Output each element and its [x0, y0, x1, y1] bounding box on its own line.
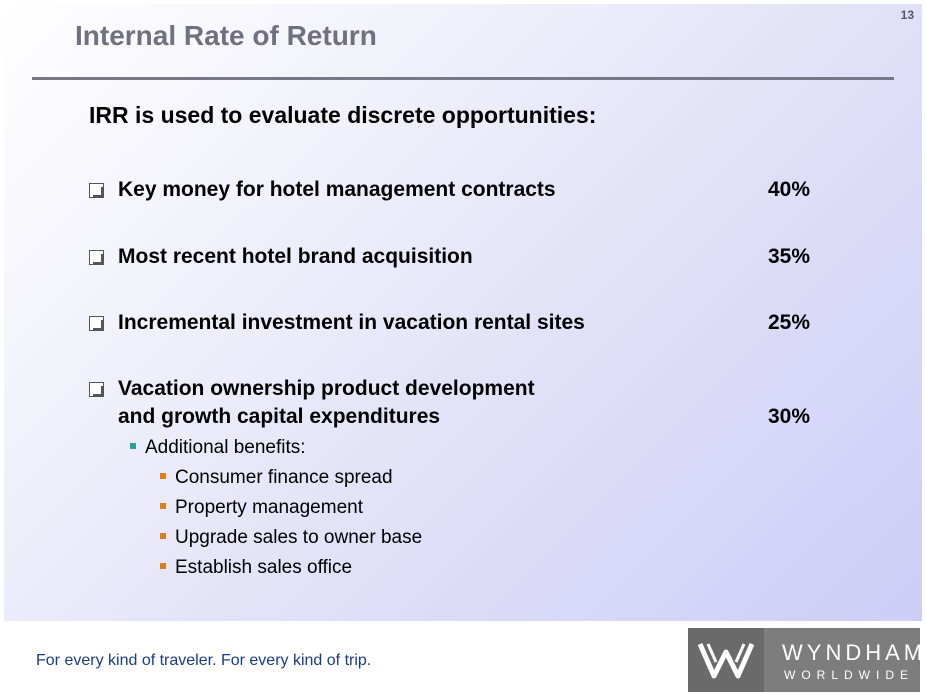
item-irr-value: 40%	[768, 178, 811, 201]
logo-wordmark: WYNDHAM	[782, 640, 926, 665]
benefit-item: Consumer finance spread	[160, 466, 393, 490]
sub-bullet-label: Additional benefits:	[145, 437, 306, 458]
checkbox-bullet-icon	[89, 316, 104, 331]
page-title: Internal Rate of Return	[75, 20, 377, 51]
item-irr-value: 30%	[768, 405, 811, 428]
benefit-label: Consumer finance spread	[175, 467, 393, 488]
sub-bullet: Additional benefits:	[130, 436, 306, 460]
item-label-line1: Vacation ownership product development	[118, 377, 535, 400]
benefit-item: Establish sales office	[160, 556, 352, 580]
title-divider	[32, 77, 894, 80]
benefit-label: Establish sales office	[175, 557, 353, 578]
benefit-label: Upgrade sales to owner base	[175, 527, 423, 548]
checkbox-bullet-icon	[89, 382, 104, 397]
item-label: Incremental investment in vacation renta…	[118, 311, 585, 334]
logo-subtitle: WORLDWIDE	[784, 668, 914, 682]
teal-square-bullet-icon	[130, 443, 136, 449]
page-number: 13	[900, 8, 914, 22]
orange-square-bullet-icon	[160, 503, 166, 509]
item-label: Most recent hotel brand acquisition	[118, 245, 473, 268]
orange-square-bullet-icon	[160, 563, 166, 569]
item-label: Key money for hotel management contracts	[118, 178, 556, 201]
orange-square-bullet-icon	[160, 473, 166, 479]
item-irr-value: 25%	[768, 311, 811, 334]
benefit-item: Property management	[160, 496, 363, 520]
orange-square-bullet-icon	[160, 533, 166, 539]
checkbox-bullet-icon	[89, 250, 104, 265]
wyndham-w-mark-icon	[688, 628, 764, 692]
footer-tagline: For every kind of traveler. For every ki…	[36, 652, 372, 669]
wyndham-logo: WYNDHAM WORLDWIDE	[688, 628, 922, 692]
benefit-item: Upgrade sales to owner base	[160, 526, 422, 550]
checkbox-bullet-icon	[89, 183, 104, 198]
section-heading: IRR is used to evaluate discrete opportu…	[89, 102, 597, 128]
item-irr-value: 35%	[768, 245, 811, 268]
slide-background	[4, 4, 922, 621]
item-label-line2: and growth capital expenditures	[118, 405, 441, 428]
benefit-label: Property management	[175, 497, 363, 518]
